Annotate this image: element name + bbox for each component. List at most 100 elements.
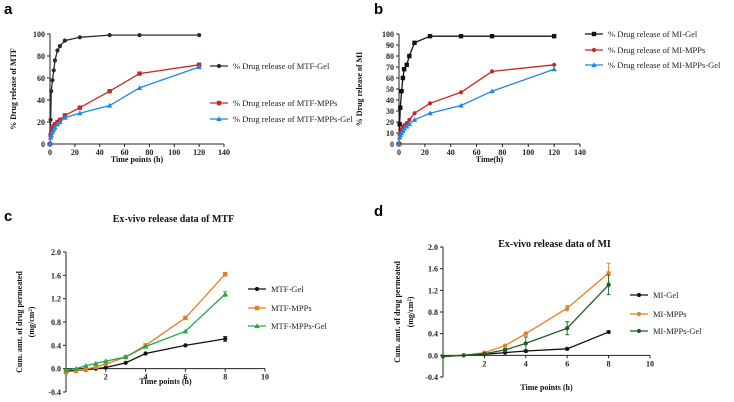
data-point	[489, 34, 495, 39]
data-point	[106, 102, 113, 108]
y-tick-label: 2.0	[428, 243, 438, 252]
legend-label: % Drug release of MI-MPPs	[608, 45, 705, 55]
legend-item: % Drug release of MI-Gel	[585, 29, 698, 39]
x-axis-title: Time(h)	[476, 155, 504, 164]
y-tick-label: 1.6	[428, 265, 438, 274]
panel-label-a: a	[4, 1, 13, 18]
legend-item: % Drug release of MTF-MPPs-Gel	[210, 114, 353, 124]
data-point	[427, 34, 433, 39]
series-line	[49, 34, 200, 145]
panel-label-c: c	[4, 208, 12, 225]
y-tick-label: 1.6	[51, 271, 61, 280]
y-tick-label: 0.8	[51, 318, 61, 327]
legend-swatch-marker	[216, 63, 222, 69]
legend-swatch-marker	[254, 323, 260, 329]
legend-label: MTF-MPPs	[271, 303, 312, 313]
x-tick-label: 100	[522, 148, 534, 157]
x-tick-label: 20	[421, 148, 429, 157]
y-tick-label: 0.8	[428, 308, 438, 317]
data-point	[458, 90, 464, 95]
data-point	[137, 71, 142, 76]
data-point	[565, 346, 570, 351]
x-tick-label: 6	[565, 359, 569, 368]
data-point	[55, 48, 60, 53]
data-point	[399, 89, 404, 94]
data-point	[551, 34, 557, 39]
x-tick-label: 20	[71, 148, 79, 157]
y-tick-label: 100	[382, 30, 394, 39]
chart-c: -0.4 0.0 0.4 0.8 1.2 1.6 2.0 2 4 6 8 10 Time points …	[15, 214, 327, 397]
data-point	[401, 125, 407, 131]
legend-item: % Drug release of MTF-Gel	[210, 61, 330, 71]
y-tick-label: -0.4	[48, 388, 61, 397]
legend-item: MI-MPPs	[630, 309, 687, 319]
x-tick-label: 2	[482, 359, 486, 368]
data-point	[77, 110, 83, 116]
series-line	[65, 293, 226, 372]
x-tick-label: 140	[218, 148, 230, 157]
x-tick-label: 60	[473, 148, 481, 157]
y-tick-label: -0.4	[425, 373, 438, 382]
series-line	[398, 35, 555, 145]
data-point	[103, 361, 108, 367]
data-point	[404, 62, 409, 67]
data-point	[397, 122, 402, 127]
data-point	[606, 282, 611, 288]
data-point	[47, 141, 53, 147]
x-tick-label: 4	[524, 359, 528, 368]
y-tick-label: 0.4	[428, 330, 438, 339]
legend-swatch-marker	[591, 62, 597, 68]
x-tick-label: 0	[397, 148, 401, 157]
data-point	[407, 53, 412, 59]
legend-label: MI-Gel	[653, 290, 679, 300]
data-point	[404, 123, 410, 129]
data-point	[196, 64, 202, 70]
legend-item: % Drug release of MTF-MPPs	[210, 98, 337, 108]
data-point	[103, 358, 109, 364]
y-axis-title-units: (mg/cm²)	[406, 296, 415, 327]
legend-label: % Drug release of MTF-Gel	[233, 61, 330, 71]
data-point	[103, 365, 108, 370]
data-point	[222, 291, 228, 297]
data-point	[183, 343, 188, 348]
series-mtf-mpps-gel	[63, 291, 228, 373]
panel-label-d: d	[374, 203, 383, 220]
data-point	[503, 343, 508, 348]
data-point	[412, 111, 417, 116]
y-tick-label: 40	[37, 96, 45, 105]
series-line	[398, 64, 555, 145]
y-axis-title: Cum. amt. of drug permeated	[15, 271, 24, 373]
data-point	[123, 354, 129, 360]
x-axis-title: Time points (h)	[139, 377, 192, 386]
y-axis-title: % Drug release of MTF	[9, 48, 18, 130]
y-tick-label: 40	[386, 96, 394, 105]
legend-label: % Drug release of MTF-MPPs	[233, 98, 337, 108]
legend-item: MI-MPPs-Gel	[630, 326, 702, 336]
data-point	[489, 88, 495, 94]
data-point	[551, 66, 557, 72]
data-point	[404, 121, 409, 126]
y-tick-label: 1.2	[428, 286, 438, 295]
data-point	[77, 105, 83, 110]
x-axis-title: Time points (h)	[520, 383, 573, 392]
data-point	[73, 368, 79, 374]
data-point	[123, 360, 128, 365]
x-axis-title: Time points (h)	[111, 155, 164, 164]
data-point	[93, 360, 99, 366]
legend-label: % Drug release of MI-MPPs-Gel	[608, 60, 721, 70]
x-tick-label: 120	[193, 148, 205, 157]
data-point	[406, 121, 413, 127]
data-point	[57, 119, 63, 125]
chart-title: Ex-vivo release data of MI	[498, 239, 611, 250]
legend-item: MTF-MPPs	[248, 303, 312, 313]
y-axis-title: % Drug release of MI	[355, 52, 364, 127]
data-point	[458, 34, 464, 39]
data-point	[83, 367, 89, 372]
x-tick-label: 10	[261, 373, 269, 382]
y-tick-label: 0.0	[428, 351, 438, 360]
series-line	[65, 273, 226, 373]
series--drug-release-of-mtf-gel	[47, 33, 202, 147]
legend-label: MTF-MPPs-Gel	[271, 321, 327, 331]
data-point	[223, 336, 228, 342]
